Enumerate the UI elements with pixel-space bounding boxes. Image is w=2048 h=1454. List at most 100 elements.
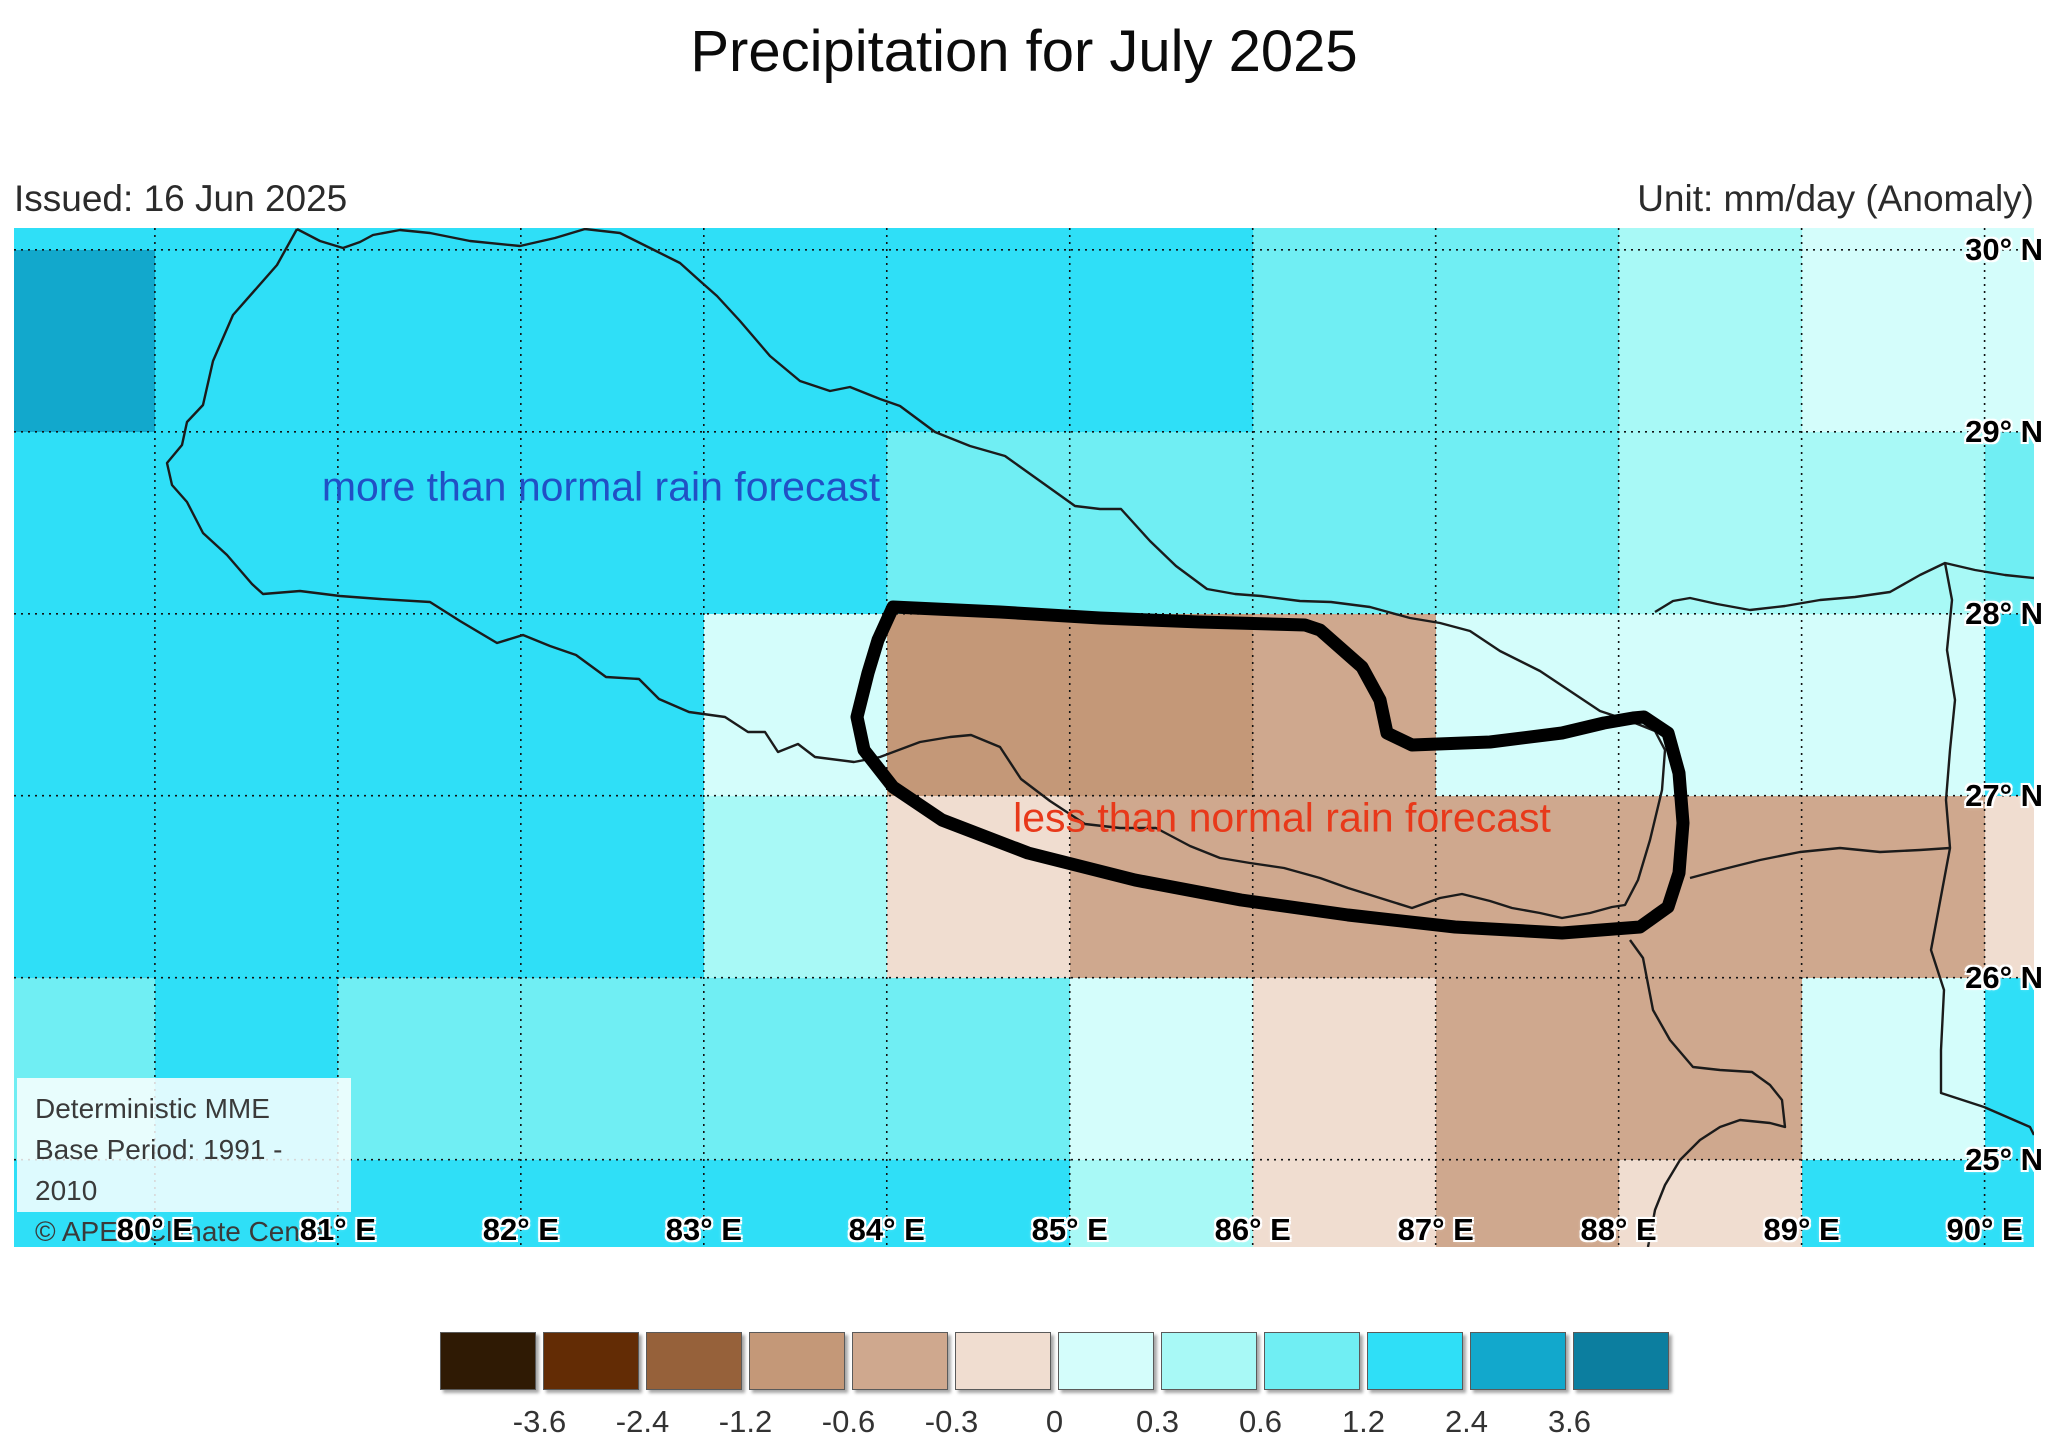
- colorbar-swatch: [1264, 1332, 1360, 1390]
- longitude-tick-label: 87° E: [1397, 1212, 1474, 1247]
- grid-cell: [337, 431, 522, 615]
- latitude-tick-label: 25° N: [1965, 1141, 2043, 1177]
- colorbar-tick-label: 0.6: [1238, 1404, 1283, 1439]
- grid-cell: [520, 795, 705, 979]
- colorbar-swatch: [1470, 1332, 1566, 1390]
- grid-cell: [1069, 431, 1254, 615]
- grid-cell: [1435, 1159, 1620, 1247]
- grid-cell: [1801, 1159, 1986, 1247]
- colorbar-tick-label: -0.6: [821, 1404, 876, 1439]
- grid-cell: [337, 613, 522, 797]
- grid-cell: [1252, 228, 1437, 251]
- grid-cell: [1252, 1159, 1437, 1247]
- grid-cell: [14, 795, 156, 979]
- grid-cell: [1618, 1159, 1803, 1247]
- grid-cell: [703, 795, 888, 979]
- page-title: Precipitation for July 2025: [690, 19, 1358, 84]
- latitude-tick-label: 28° N: [1965, 595, 2043, 631]
- info-box-line: © APEC Climate Center: [35, 1216, 333, 1247]
- colorbar-tick-label: -0.3: [924, 1404, 979, 1439]
- colorbar-tick-label: -3.6: [512, 1404, 567, 1439]
- colorbar-tick-label: -2.4: [615, 1404, 670, 1439]
- grid-cell: [154, 431, 339, 615]
- grid-cell: [520, 977, 705, 1161]
- grid-cell: [1618, 431, 1803, 615]
- grid-cell: [886, 1159, 1071, 1247]
- grid-cell: [14, 228, 156, 251]
- grid-cell: [1984, 249, 2034, 433]
- colorbar-swatch: [852, 1332, 948, 1390]
- grid-cell: [886, 795, 1071, 979]
- longitude-tick-label: 83° E: [665, 1212, 742, 1247]
- grid-cell: [886, 249, 1071, 433]
- grid-cell: [703, 431, 888, 615]
- grid-cell: [1435, 795, 1620, 979]
- grid-cell: [1618, 228, 1803, 251]
- colorbar-tick-label: 1.2: [1341, 1404, 1386, 1439]
- colorbar-swatch: [1058, 1332, 1154, 1390]
- colorbar-tick-label: 2.4: [1444, 1404, 1489, 1439]
- info-box-line: Deterministic MME: [35, 1093, 270, 1124]
- grid-cell: [1984, 977, 2034, 1161]
- grid-cell: [1801, 795, 1986, 979]
- colorbar-tick-label: 3.6: [1547, 1404, 1592, 1439]
- grid-cell: [520, 431, 705, 615]
- country-border-line: [1654, 561, 2034, 614]
- grid-cell: [1435, 613, 1620, 797]
- country-border-line: [1929, 562, 2034, 1136]
- longitude-tick-label: 86° E: [1214, 1212, 1291, 1247]
- grid-cell: [886, 431, 1071, 615]
- grid-cell: [1801, 249, 1986, 433]
- below-normal-region-outline: [850, 600, 1690, 940]
- grid-cell: [1801, 228, 1986, 251]
- info-box-line: Base Period: 1991 - 2010: [35, 1134, 283, 1206]
- grid-cell: [154, 228, 339, 251]
- grid-cell: [703, 228, 888, 251]
- grid-cell: [1618, 249, 1803, 433]
- unit-label: Unit: mm/day (Anomaly): [1637, 178, 2034, 219]
- colorbar-swatch: [749, 1332, 845, 1390]
- longitude-tick-label: 90° E: [1946, 1212, 2023, 1247]
- grid-cell: [14, 249, 156, 433]
- less-rain-annotation: less than normal rain forecast: [1013, 794, 1551, 841]
- grid-cell: [886, 228, 1071, 251]
- country-border-line: [165, 228, 1667, 920]
- grid-cell: [886, 977, 1071, 1161]
- grid-cell: [1801, 977, 1986, 1161]
- longitude-tick-label: 84° E: [848, 1212, 925, 1247]
- colorbar-tick-label: -1.2: [718, 1404, 773, 1439]
- grid-cell: [1984, 795, 2034, 979]
- colorbar-swatch: [1367, 1332, 1463, 1390]
- grid-cell: [1801, 431, 1986, 615]
- grid-cell: [337, 249, 522, 433]
- latitude-tick-label: 26° N: [1965, 959, 2043, 995]
- grid-cell: [337, 1159, 522, 1247]
- grid-cell: [520, 249, 705, 433]
- longitude-tick-label: 85° E: [1031, 1212, 1108, 1247]
- grid-cell: [1984, 431, 2034, 615]
- colorbar-swatch: [543, 1332, 639, 1390]
- grid-cell: [1435, 228, 1620, 251]
- colorbar-swatch: [955, 1332, 1051, 1390]
- grid-cell: [1984, 228, 2034, 251]
- colorbar-tick-label: 0.3: [1135, 1404, 1180, 1439]
- issued-date-label: Issued: 16 Jun 2025: [14, 178, 348, 219]
- grid-cell: [886, 613, 1071, 797]
- country-border-line: [1629, 939, 1787, 1247]
- grid-cell: [154, 795, 339, 979]
- grid-cell: [703, 977, 888, 1161]
- longitude-tick-label: 82° E: [482, 1212, 559, 1247]
- grid-cell: [703, 1159, 888, 1247]
- longitude-tick-label: 80° E: [116, 1212, 193, 1247]
- grid-cell: [154, 249, 339, 433]
- grid-cell: [703, 249, 888, 433]
- grid-cell: [1069, 613, 1254, 797]
- colorbar-tick-label: 0: [1045, 1404, 1064, 1439]
- grid-cell: [1069, 228, 1254, 251]
- longitude-tick-label: 88° E: [1580, 1212, 1657, 1247]
- grid-cell: [1618, 613, 1803, 797]
- colorbar-swatch: [1161, 1332, 1257, 1390]
- more-rain-annotation: more than normal rain forecast: [321, 463, 881, 510]
- grid-cell: [14, 431, 156, 615]
- grid-cell: [14, 613, 156, 797]
